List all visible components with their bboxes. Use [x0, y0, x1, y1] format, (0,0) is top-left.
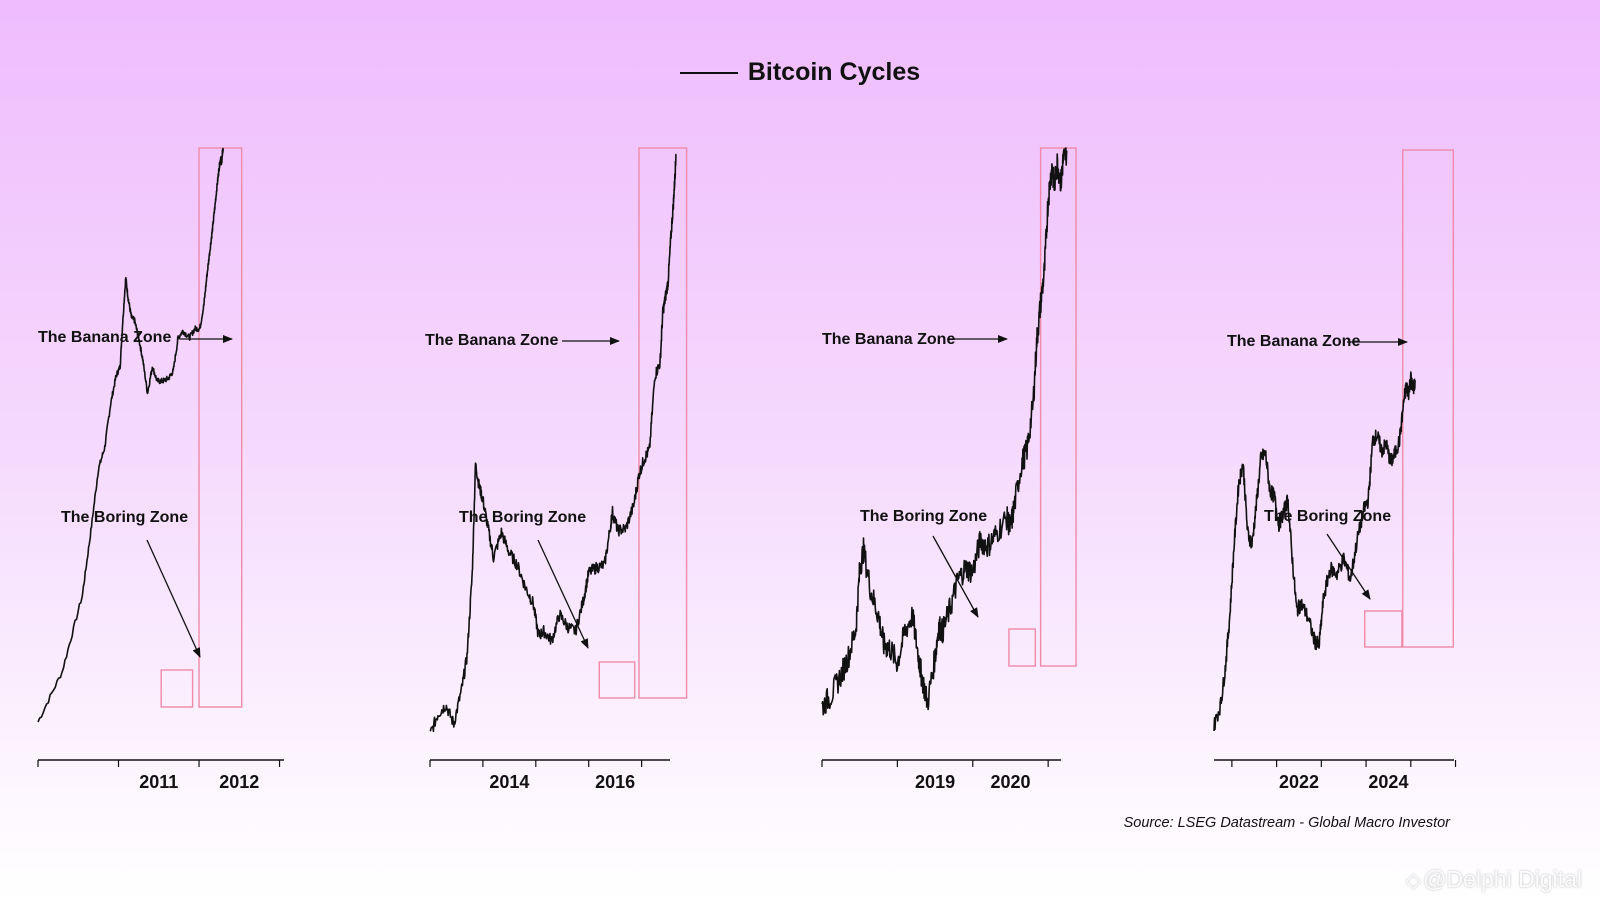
x-tick-label: 2011 [139, 772, 178, 792]
banana-zone-box [1402, 149, 1454, 648]
boring-zone-arrow [1326, 533, 1371, 600]
boring-zone-box [160, 669, 194, 708]
boring-zone-box [598, 661, 636, 699]
boring-zone-label: The Boring Zone [459, 509, 586, 526]
legend-line-swatch [679, 71, 738, 74]
boring-zone-arrow [537, 539, 589, 649]
x-tick-label: 2014 [489, 772, 529, 792]
x-tick-label: 2012 [219, 772, 259, 792]
chart-legend: Bitcoin Cycles [0, 58, 1600, 87]
price-series-line [37, 147, 224, 723]
cycle-panel-3: The Banana Zone The Boring Zone 2019 2020 [821, 147, 1077, 792]
watermark: ◇@Delphi Digital [1406, 866, 1582, 893]
legend-label: Bitcoin Cycles [747, 58, 921, 86]
diamond-logo-icon: ◇ [1405, 870, 1422, 892]
watermark-text: @Delphi Digital [1423, 866, 1582, 892]
cycle-panel-4: The Banana Zone The Boring Zone 2022 2024 [1213, 149, 1457, 792]
boring-zone-box [1364, 610, 1403, 648]
boring-zone-arrow [146, 539, 201, 658]
x-tick-label: 2020 [990, 772, 1030, 792]
price-series-line [1213, 371, 1417, 732]
x-tick-label: 2024 [1368, 772, 1408, 792]
x-tick-label: 2019 [915, 772, 955, 792]
banana-zone-label: The Banana Zone [822, 331, 955, 348]
x-tick-label: 2022 [1279, 772, 1319, 792]
cycle-panel-2: The Banana Zone The Boring Zone 2014 2016 [425, 147, 688, 792]
boring-zone-label: The Boring Zone [1264, 508, 1391, 525]
banana-zone-box [638, 147, 688, 699]
price-series-line [429, 153, 677, 733]
banana-zone-label: The Banana Zone [1227, 333, 1360, 350]
source-note: Source: LSEG Datastream - Global Macro I… [1123, 815, 1450, 831]
boring-zone-label: The Boring Zone [61, 509, 188, 526]
boring-zone-label: The Boring Zone [860, 508, 987, 525]
banana-zone-label: The Banana Zone [38, 329, 171, 346]
boring-zone-box [1008, 628, 1037, 667]
banana-zone-label: The Banana Zone [425, 332, 558, 349]
cycle-panel-1: The Banana Zone The Boring Zone 2011 2012 [37, 147, 284, 792]
boring-zone-arrow [932, 535, 979, 618]
banana-zone-box [198, 147, 243, 708]
x-tick-label: 2016 [595, 772, 635, 792]
banana-zone-box [1039, 147, 1077, 667]
